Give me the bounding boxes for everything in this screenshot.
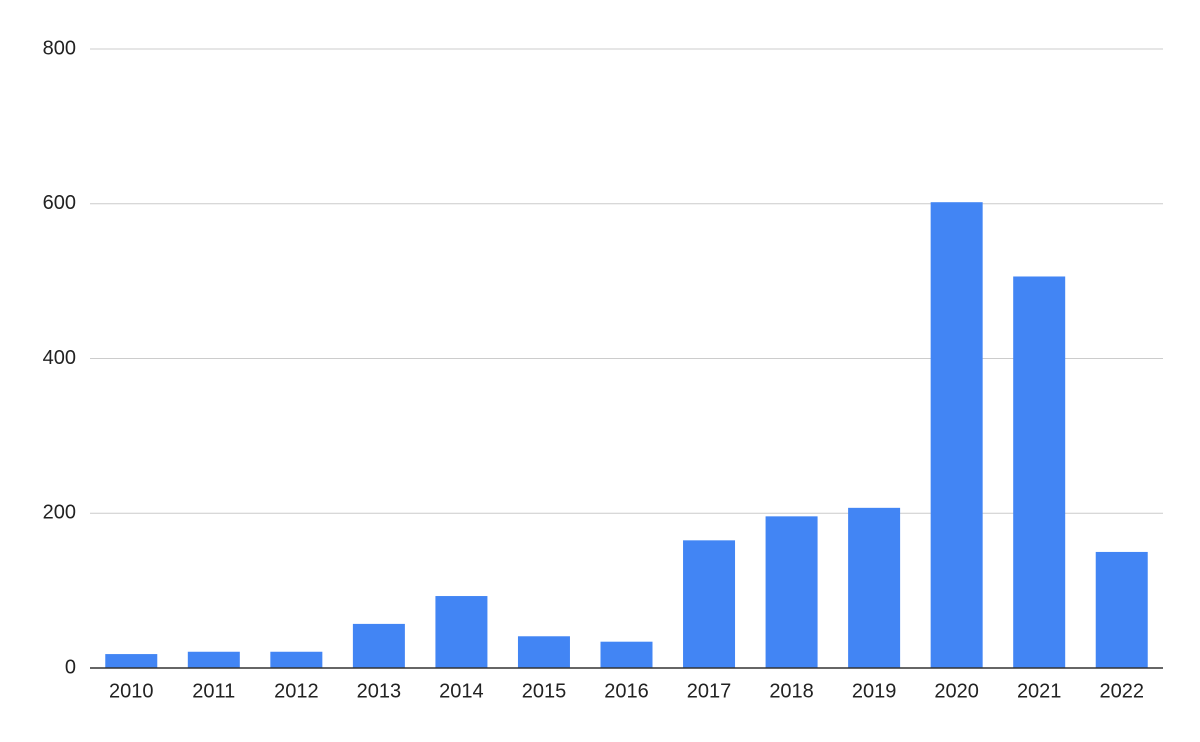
x-tick-label: 2020 bbox=[934, 680, 979, 702]
bar bbox=[435, 596, 488, 668]
bar bbox=[1013, 276, 1066, 668]
y-tick-label: 600 bbox=[43, 192, 76, 214]
y-tick-label: 200 bbox=[43, 502, 76, 524]
x-tick-label: 2011 bbox=[192, 680, 235, 702]
bar bbox=[187, 651, 240, 668]
x-tick-label: 2014 bbox=[439, 680, 484, 702]
bar bbox=[848, 507, 901, 668]
x-tick-label: 2019 bbox=[852, 680, 897, 702]
x-tick-label: 2022 bbox=[1099, 680, 1144, 702]
bar bbox=[930, 202, 983, 668]
y-tick-label: 0 bbox=[65, 656, 76, 678]
bar bbox=[517, 636, 570, 668]
x-tick-label: 2015 bbox=[522, 680, 567, 702]
x-tick-label: 2016 bbox=[604, 680, 649, 702]
x-tick-label: 2010 bbox=[109, 680, 154, 702]
x-tick-label: 2021 bbox=[1017, 680, 1062, 702]
y-tick-label: 800 bbox=[43, 37, 76, 59]
bar bbox=[1095, 551, 1148, 668]
bar bbox=[683, 540, 736, 668]
x-tick-label: 2012 bbox=[274, 680, 319, 702]
bar bbox=[600, 641, 653, 668]
y-tick-label: 400 bbox=[43, 347, 76, 369]
x-tick-label: 2013 bbox=[357, 680, 402, 702]
x-tick-label: 2017 bbox=[687, 680, 732, 702]
bar bbox=[765, 516, 818, 668]
x-tick-label: 2018 bbox=[769, 680, 814, 702]
bar bbox=[352, 623, 405, 668]
bar bbox=[270, 651, 323, 668]
bar bbox=[105, 654, 158, 668]
